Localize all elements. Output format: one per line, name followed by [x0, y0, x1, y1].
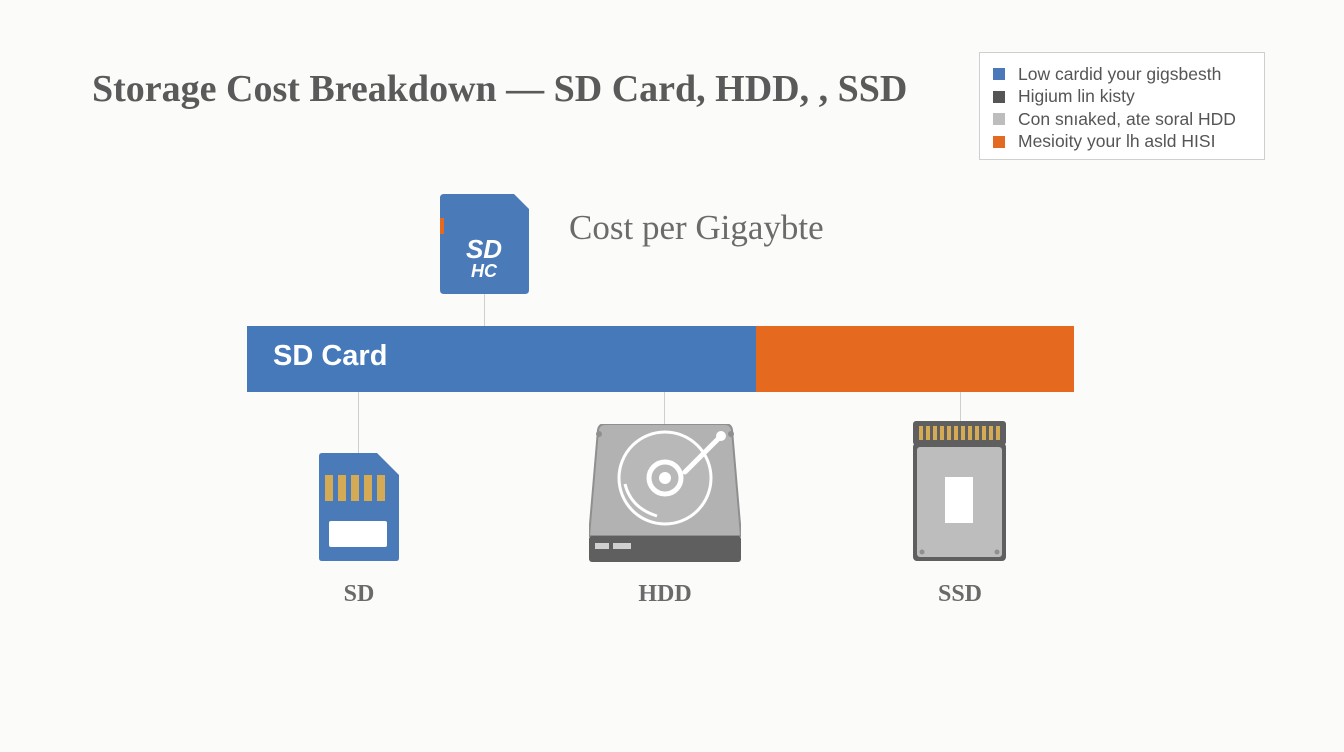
legend-swatch: [993, 113, 1005, 126]
connector-top: [484, 294, 485, 326]
sd-card-icon: [319, 453, 399, 561]
bar-segment-sd-card: SD Card: [247, 326, 756, 392]
connector-sd: [358, 392, 359, 454]
connector-ssd: [960, 392, 961, 421]
cost-bar: SD Card: [247, 326, 1074, 392]
legend-label: Mesioity your lh asld HISI: [1018, 131, 1216, 152]
legend-label: Low cardid your gigsbesth: [1018, 63, 1222, 84]
hard-drive-icon: [589, 424, 741, 562]
legend-item: Low cardid your gigsbesth: [993, 63, 1264, 86]
device-label-sd: SD: [343, 581, 375, 607]
diagram-title: Storage Cost Breakdown — SD Card, HDD, ,…: [92, 68, 908, 110]
sdhc-card-icon: SD HC: [440, 194, 529, 294]
sdhc-logo-top: SD: [466, 234, 502, 264]
device-label-hdd: HDD: [638, 581, 692, 607]
bar-segment-ssd: [755, 326, 1074, 392]
legend-swatch: [993, 135, 1005, 148]
diagram-subtitle: Cost per Gigaybte: [569, 208, 824, 247]
legend-swatch: [993, 90, 1005, 103]
legend-label: Con snıaked, ate soral HDD: [1018, 108, 1236, 129]
legend-item: Mesioity your lh asld HISI: [993, 131, 1264, 154]
legend-item: Con snıaked, ate soral HDD: [993, 108, 1264, 131]
legend-item: Higium lin kisty: [993, 86, 1264, 109]
legend-swatch: [993, 68, 1005, 81]
sdhc-logo-bottom: HC: [471, 261, 498, 281]
connector-hdd: [664, 392, 665, 424]
sdhc-card-notch: [440, 218, 444, 234]
device-label-ssd: SSD: [937, 581, 983, 607]
bar-segment-label: SD Card: [273, 340, 388, 372]
legend-label: Higium lin kisty: [1018, 86, 1135, 107]
sdhc-card-body: [440, 194, 529, 294]
ssd-icon: [913, 421, 1006, 561]
legend: Low cardid your gigsbesth Higium lin kis…: [979, 52, 1265, 160]
